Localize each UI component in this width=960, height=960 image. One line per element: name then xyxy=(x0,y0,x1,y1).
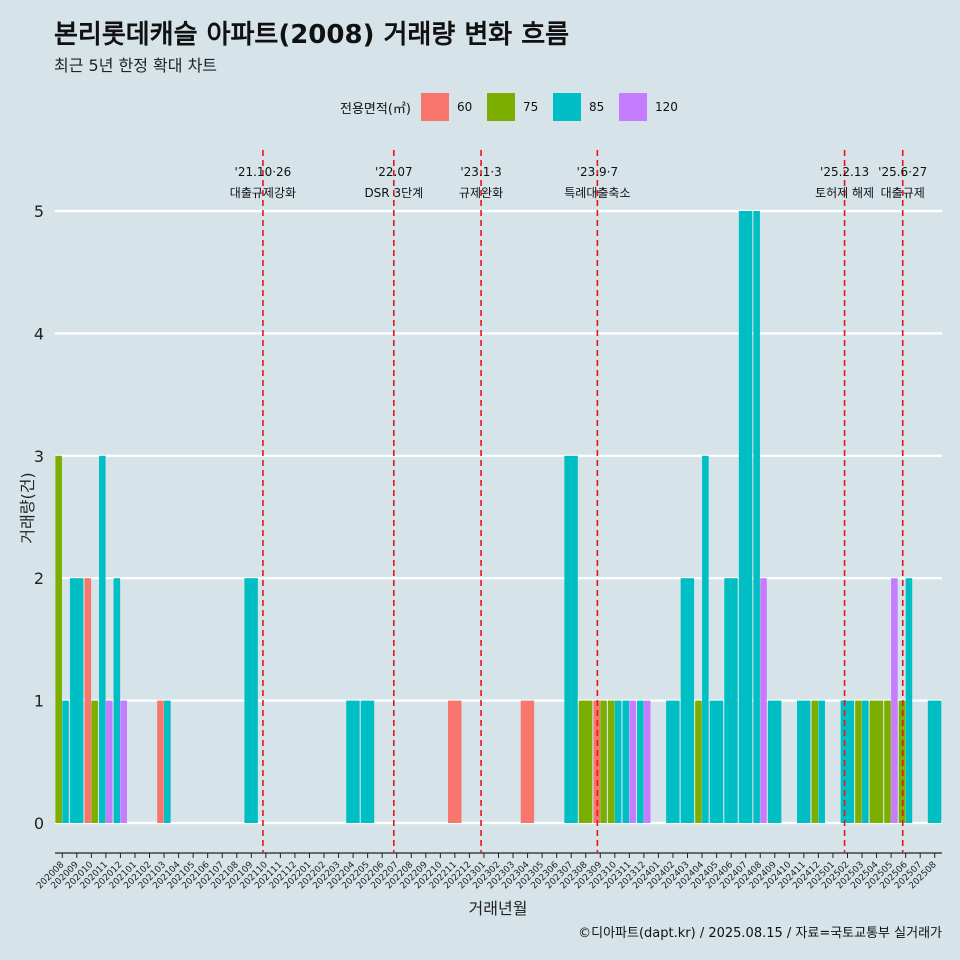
legend-item-75: 75 xyxy=(486,93,545,121)
bar xyxy=(157,700,164,823)
bar xyxy=(448,700,462,823)
bar xyxy=(84,578,92,823)
bar xyxy=(360,700,375,823)
bar xyxy=(520,700,535,823)
bar xyxy=(564,455,578,823)
y-axis-title: 거래량(건) xyxy=(18,472,37,543)
bar xyxy=(637,700,644,823)
legend: 전용면적(㎡) 60 75 85 120 xyxy=(340,92,686,122)
bar xyxy=(855,700,862,823)
bar xyxy=(614,700,622,823)
bar xyxy=(666,700,680,823)
bar xyxy=(905,578,913,823)
legend-item-120: 120 xyxy=(618,93,678,121)
bar xyxy=(695,700,702,823)
bar xyxy=(680,578,695,823)
bar xyxy=(164,700,171,823)
bar xyxy=(862,700,869,823)
policy-marker-date: '23.1·3 xyxy=(460,165,501,179)
bar xyxy=(724,578,738,823)
chart-subtitle: 최근 5년 한정 확대 차트 xyxy=(54,56,218,75)
legend-swatch-120 xyxy=(618,93,647,121)
y-tick-label: 4 xyxy=(34,324,44,343)
bar xyxy=(891,578,898,823)
bar xyxy=(62,700,69,823)
y-tick-label: 1 xyxy=(34,692,44,711)
y-tick-label: 3 xyxy=(34,447,44,466)
legend-item-60: 60 xyxy=(420,93,479,121)
bar xyxy=(99,455,106,823)
bar xyxy=(105,700,113,823)
policy-marker-label: 특례대출축소 xyxy=(564,186,630,200)
legend-swatch-85 xyxy=(552,93,581,121)
legend-swatch-75 xyxy=(486,93,515,121)
legend-item-85: 85 xyxy=(552,93,611,121)
policy-marker-label: 대출규제강화 xyxy=(230,186,296,200)
bar xyxy=(629,700,636,823)
bar xyxy=(869,700,884,823)
x-axis-title: 거래년월 xyxy=(469,899,528,918)
bar xyxy=(120,700,128,823)
y-tick-label: 5 xyxy=(34,202,44,221)
y-tick-label: 2 xyxy=(34,569,44,588)
bar xyxy=(767,700,782,823)
bar xyxy=(55,455,62,823)
bar xyxy=(346,700,360,823)
bar xyxy=(927,700,942,823)
bar xyxy=(738,211,753,823)
policy-marker-label: 규제완화 xyxy=(459,186,503,200)
policy-marker-date: '21.10·26 xyxy=(235,165,292,179)
bar xyxy=(811,700,819,823)
source-caption: ©디아파트(dapt.kr) / 2025.08.15 / 자료=국토교통부 실… xyxy=(578,926,942,941)
policy-marker-label: 대출규제 xyxy=(881,186,925,200)
legend-title: 전용면적(㎡) xyxy=(340,101,411,117)
bar xyxy=(818,700,825,823)
policy-marker-date: '25.6·27 xyxy=(878,165,927,179)
bar xyxy=(69,578,84,823)
y-tick-label: 0 xyxy=(34,814,44,833)
bar xyxy=(753,211,760,823)
chart-title: 본리롯데캐슬 아파트(2008) 거래량 변화 흐름 xyxy=(54,20,570,50)
policy-marker-date: '23.9·7 xyxy=(577,165,618,179)
bar xyxy=(113,578,121,823)
bar xyxy=(884,700,891,823)
legend-swatch-60 xyxy=(420,93,449,121)
bar xyxy=(760,578,767,823)
bar xyxy=(244,578,258,823)
policy-marker-label: DSR 3단계 xyxy=(364,186,423,200)
bar xyxy=(702,455,709,823)
legend-label-75: 75 xyxy=(522,100,539,114)
bar xyxy=(840,700,855,823)
bar xyxy=(643,700,651,823)
bar xyxy=(796,700,811,823)
policy-marker-label: 토허제 해제 xyxy=(815,186,874,200)
bar xyxy=(91,700,98,823)
policy-marker-date: '25.2.13 xyxy=(820,165,869,179)
bar xyxy=(709,700,724,823)
bar xyxy=(600,700,607,823)
bar xyxy=(578,700,593,823)
bar xyxy=(607,700,615,823)
legend-label-85: 85 xyxy=(588,100,605,114)
policy-marker-date: '22.07 xyxy=(375,165,413,179)
legend-label-60: 60 xyxy=(456,100,473,114)
bar xyxy=(622,700,630,823)
legend-label-120: 120 xyxy=(654,100,678,114)
